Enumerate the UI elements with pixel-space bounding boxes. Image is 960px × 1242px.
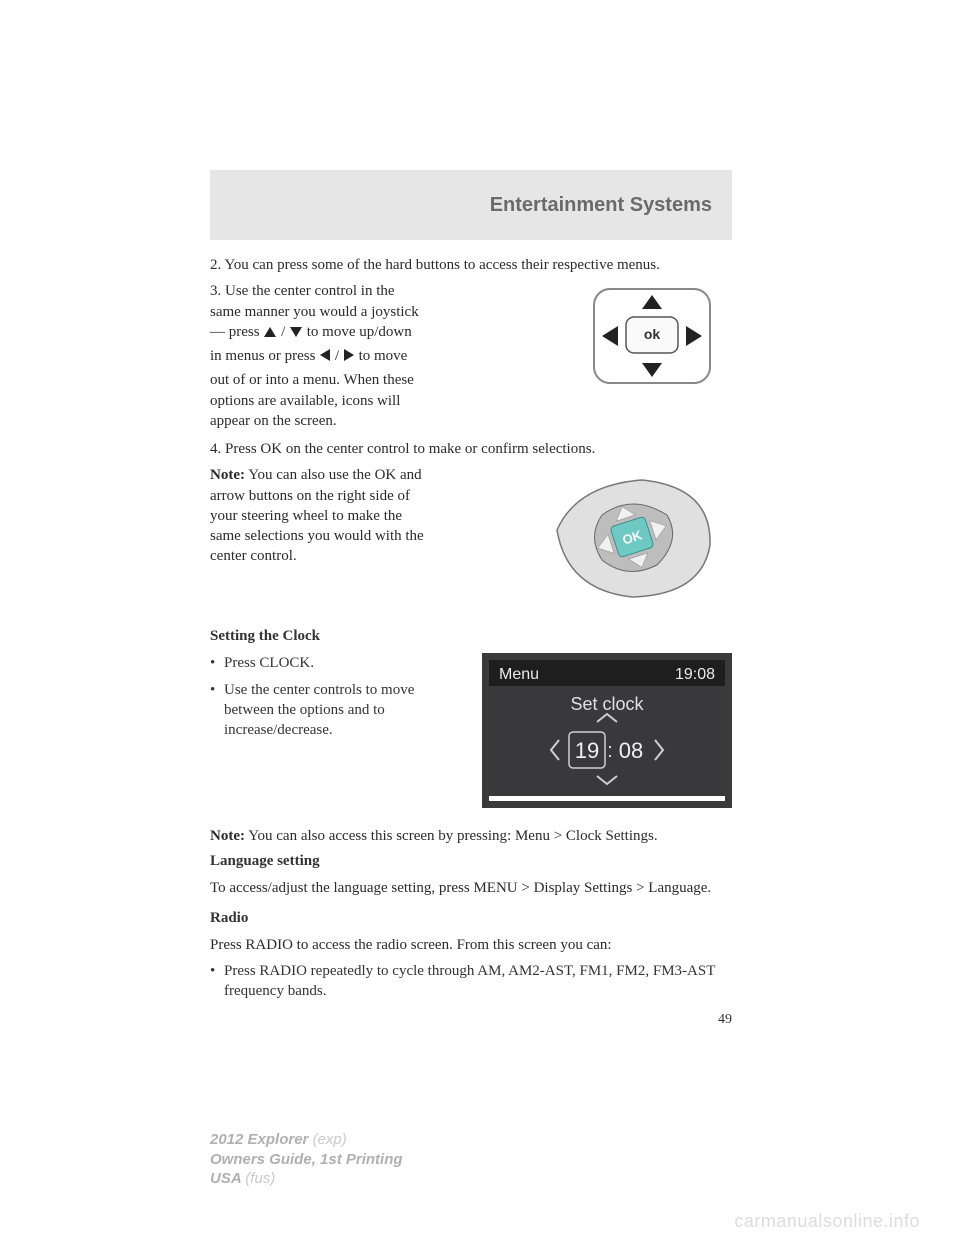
paragraph-radio: Press RADIO to access the radio screen. … bbox=[210, 935, 732, 955]
step-3-text: 3. Use the center control in the same ma… bbox=[210, 281, 460, 431]
clock-bullets: Press CLOCK. Use the center controls to … bbox=[210, 653, 460, 740]
text-part: — press bbox=[210, 324, 260, 340]
down-arrow-icon bbox=[289, 324, 303, 344]
watermark: carmanualsonline.info bbox=[734, 1211, 920, 1232]
footer: 2012 Explorer (exp) Owners Guide, 1st Pr… bbox=[210, 1130, 403, 1189]
note-1-block: Note: You can also use the OK and arrow … bbox=[210, 465, 732, 610]
note-1-text: Note: You can also use the OK and arrow … bbox=[210, 465, 460, 566]
up-arrow-icon bbox=[263, 324, 277, 344]
note-label: Note: bbox=[210, 467, 245, 483]
clock-text: Press CLOCK. Use the center controls to … bbox=[210, 653, 460, 746]
heading-language: Language setting bbox=[210, 853, 732, 870]
footer-model-paren: (exp) bbox=[313, 1131, 347, 1148]
list-item: Use the center controls to move between … bbox=[210, 680, 460, 741]
paragraph-step-2: 2. You can press some of the hard button… bbox=[210, 255, 732, 275]
list-item: Press RADIO repeatedly to cycle through … bbox=[210, 961, 732, 1002]
text-line: — press / to move up/down bbox=[210, 322, 460, 344]
section-title: Entertainment Systems bbox=[490, 194, 712, 217]
text-part: to move up/down bbox=[307, 324, 412, 340]
display-menu-label: Menu bbox=[499, 666, 539, 683]
text-line: your steering wheel to make the bbox=[210, 506, 460, 526]
paragraph-step-4: 4. Press OK on the center control to mak… bbox=[210, 439, 732, 459]
footer-usa-paren: (fus) bbox=[245, 1170, 275, 1187]
text-line: 3. Use the center control in the bbox=[210, 281, 460, 301]
page-number: 49 bbox=[210, 1012, 732, 1028]
clock-block: Press CLOCK. Use the center controls to … bbox=[210, 653, 732, 808]
footer-usa: USA bbox=[210, 1170, 241, 1187]
display-hour-value: 19 bbox=[575, 738, 599, 763]
slash: / bbox=[335, 348, 339, 364]
right-arrow-icon bbox=[343, 348, 355, 368]
display-setclock-label: Set clock bbox=[570, 694, 644, 714]
display-min-value: 08 bbox=[619, 738, 643, 763]
text-line: out of or into a menu. When these bbox=[210, 370, 460, 390]
text-part: You can also use the OK and bbox=[248, 467, 421, 483]
steering-ok-illustration: OK bbox=[532, 465, 732, 610]
content-area: 2. You can press some of the hard button… bbox=[210, 255, 732, 1042]
footer-model: 2012 Explorer bbox=[210, 1131, 308, 1148]
footer-owners-guide: Owners Guide, 1st Printing bbox=[210, 1150, 403, 1170]
text-line: same selections you would with the bbox=[210, 526, 460, 546]
slash: / bbox=[281, 324, 285, 340]
text-part: in menus or press bbox=[210, 348, 315, 364]
text-line: options are available, icons will bbox=[210, 391, 460, 411]
heading-radio: Radio bbox=[210, 910, 732, 927]
note-2: Note: You can also access this screen by… bbox=[210, 826, 732, 846]
display-time-value: 19:08 bbox=[675, 666, 715, 683]
list-item: Press CLOCK. bbox=[210, 653, 460, 673]
ok-pad-illustration: ok bbox=[572, 281, 732, 396]
text-line: same manner you would a joystick bbox=[210, 302, 460, 322]
text-line: Note: You can also use the OK and bbox=[210, 465, 460, 485]
footer-line-3: USA (fus) bbox=[210, 1169, 403, 1189]
text-line: arrow buttons on the right side of bbox=[210, 486, 460, 506]
heading-setting-clock: Setting the Clock bbox=[210, 628, 732, 645]
ok-label: ok bbox=[644, 326, 661, 342]
note-2-text: You can also access this screen by press… bbox=[248, 828, 657, 844]
radio-bullets: Press RADIO repeatedly to cycle through … bbox=[210, 961, 732, 1002]
note-label: Note: bbox=[210, 828, 245, 844]
text-part: to move bbox=[359, 348, 408, 364]
step-3-block: 3. Use the center control in the same ma… bbox=[210, 281, 732, 431]
text-line: center control. bbox=[210, 546, 460, 566]
paragraph-language: To access/adjust the language setting, p… bbox=[210, 878, 732, 898]
section-header: Entertainment Systems bbox=[210, 170, 732, 240]
text-line: in menus or press / to move bbox=[210, 346, 460, 368]
clock-display-illustration: Menu 19:08 Set clock 19 : 08 bbox=[482, 653, 732, 808]
text-line: appear on the screen. bbox=[210, 411, 460, 431]
svg-text::: : bbox=[607, 740, 613, 762]
footer-line-1: 2012 Explorer (exp) bbox=[210, 1130, 403, 1150]
left-arrow-icon bbox=[319, 348, 331, 368]
